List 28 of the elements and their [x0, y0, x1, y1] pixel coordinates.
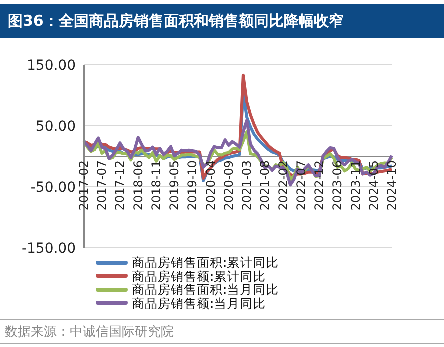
x-tick-label: 2020-04 [204, 160, 218, 211]
x-tick-label: 2021-08 [258, 160, 272, 211]
x-tick-label: 2017-07 [95, 160, 110, 211]
x-tick-label: 2022-02 [276, 160, 290, 211]
x-tick-label: 2022-12 [312, 160, 327, 211]
legend-label: 商品房销售额:累计同比 [132, 268, 266, 284]
x-tick-label: 2020-09 [222, 160, 236, 211]
x-tick-label: 2022-07 [294, 160, 308, 211]
y-tick-label: -150.00 [22, 240, 76, 257]
x-tick-label: 2019-10 [186, 160, 200, 211]
x-tick-label: 2024-10 [385, 160, 399, 211]
legend-label: 商品房销售额:当月同比 [132, 296, 266, 310]
legend-label: 商品房销售面积:累计同比 [132, 255, 280, 270]
legend-label: 商品房销售面积:当月同比 [132, 282, 280, 297]
x-tick-label: 2017-02 [77, 160, 91, 211]
chart-title: 图36：全国商品房销售面积和销售额同比降幅收窄 [0, 4, 444, 38]
x-tick-label: 2017-12 [113, 160, 128, 211]
source-note: 数据来源：中诚信国际研究院 [5, 325, 174, 340]
x-tick-label: 2021-03 [240, 160, 254, 211]
x-tick-label: 2023-11 [348, 160, 363, 211]
y-tick-label: 150.00 [27, 58, 76, 74]
x-tick-label: 2024-05 [366, 160, 381, 211]
y-tick-label: 50.00 [36, 118, 76, 135]
x-tick-label: 2018-06 [131, 160, 146, 211]
y-tick-label: -50.00 [30, 180, 76, 196]
x-tick-label: 2019-05 [168, 160, 182, 211]
x-tick-label: 2023-06 [330, 160, 345, 211]
x-tick-label: 2018-11 [149, 160, 164, 211]
